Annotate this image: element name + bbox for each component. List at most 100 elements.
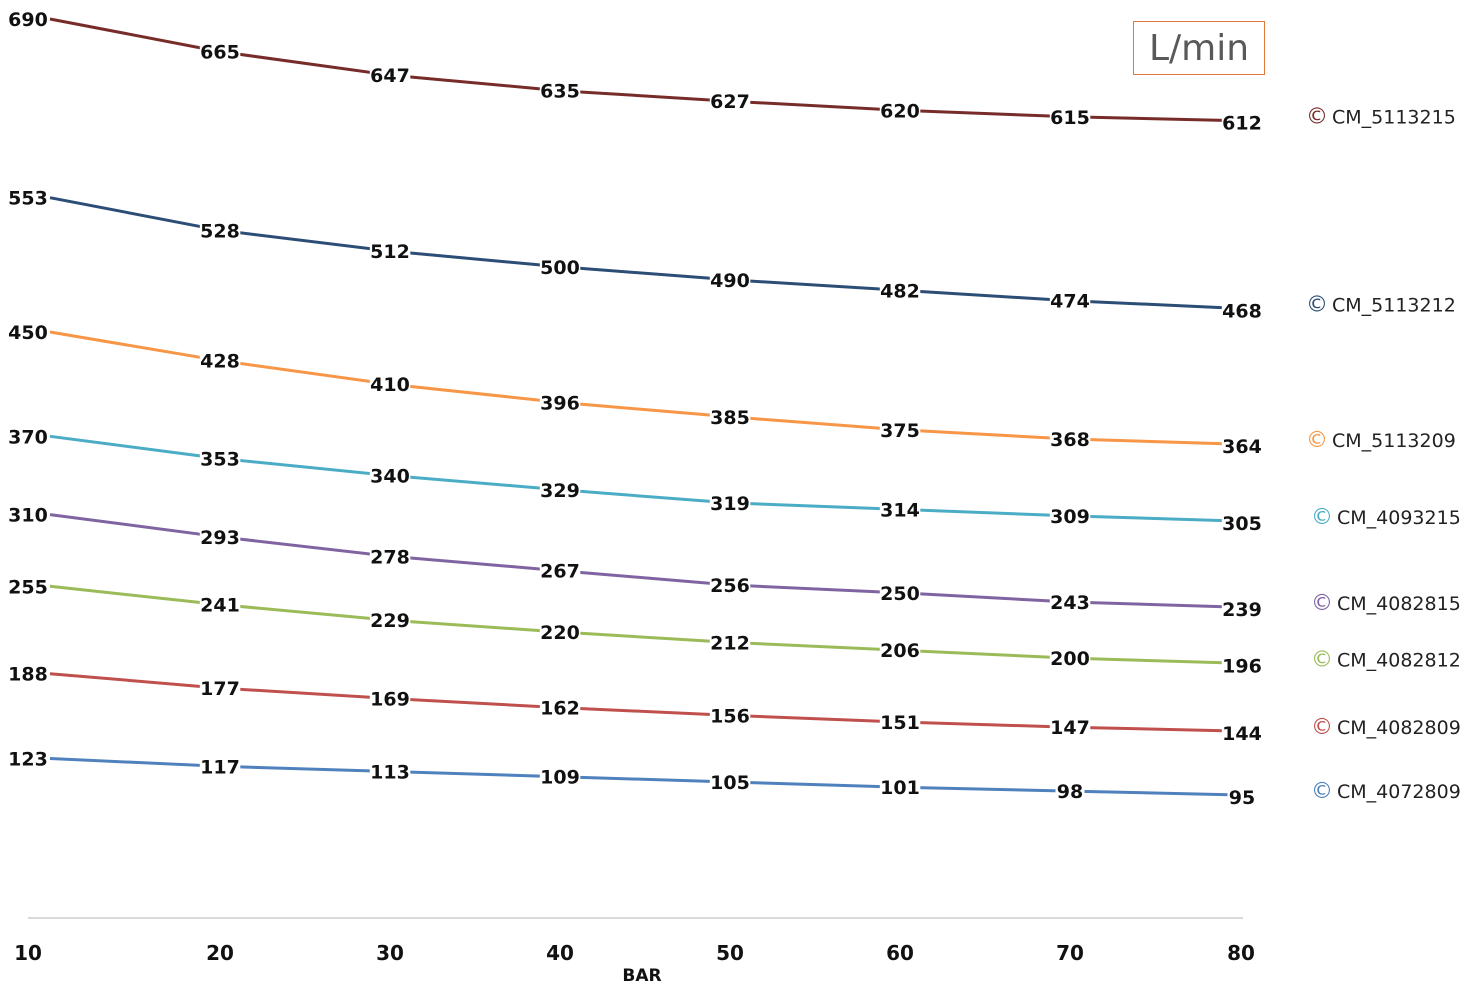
series-CM_4082809: 188 177 169 162 156 151 147 144: [7, 663, 1263, 746]
series-CM_5113212: 553 528 512 500 490 482 474 468: [7, 187, 1263, 323]
data-label-bg: [369, 610, 411, 633]
x-tick-labels: 10 20 30 40 50 60 70 80: [14, 941, 1255, 965]
series-layer: 690 665 647 635 627 620 615 612 553 528 512 500 490 4…: [7, 9, 1263, 809]
data-label-bg: [7, 504, 49, 527]
data-label: 144: [1222, 723, 1262, 745]
data-label: 615: [1050, 107, 1090, 129]
data-label-bg: [709, 269, 751, 292]
data-label: 314: [880, 499, 920, 521]
legend-label: CM_5113215: [1332, 107, 1456, 129]
data-label: 239: [1222, 599, 1262, 621]
data-label-bg: [539, 560, 581, 583]
data-label-bg: [879, 280, 921, 303]
data-label-bg: [1221, 655, 1263, 678]
series-line: [49, 513, 1241, 609]
data-label: 340: [370, 466, 410, 488]
x-tick-label: 10: [14, 941, 42, 965]
data-label: 319: [710, 493, 750, 515]
data-label: 468: [1222, 301, 1262, 323]
data-label-bg: [1221, 599, 1263, 622]
x-tick-label: 20: [206, 941, 234, 965]
data-label-bg: [879, 712, 921, 734]
data-label: 329: [540, 480, 580, 502]
data-label-bg: [709, 772, 751, 794]
data-label-bg: [1049, 429, 1091, 451]
series-CM_4082812: 255 241 229 220 212 206 200 196: [7, 576, 1263, 678]
data-label: 396: [540, 392, 580, 414]
data-label-bg: [1221, 436, 1263, 459]
x-tick-label: 40: [546, 941, 574, 965]
data-label: 490: [710, 270, 750, 292]
data-label-bg: [539, 479, 581, 502]
data-label-bg: [199, 41, 241, 64]
legend-label: CM_4093215: [1337, 507, 1461, 529]
data-label: 368: [1050, 429, 1090, 451]
legend-label: CM_4082812: [1337, 649, 1461, 671]
legend-entry: © CM_5113215: [1306, 105, 1456, 130]
series-line: [49, 330, 1241, 446]
legend-entry: © CM_5113209: [1306, 428, 1456, 453]
data-label: 123: [8, 749, 48, 771]
series-CM_5113215: 690 665 647 635 627 620 615 612: [7, 9, 1263, 135]
data-label-bg: [539, 697, 581, 720]
data-label: 220: [540, 622, 580, 644]
series-line: [49, 757, 1241, 797]
data-label: 310: [8, 505, 48, 527]
legend-entry: © CM_4093215: [1311, 505, 1461, 530]
data-label: 101: [880, 777, 920, 799]
legend-label: CM_5113212: [1332, 295, 1456, 317]
data-label: 109: [540, 767, 580, 789]
data-label: 370: [8, 426, 48, 448]
data-label: 612: [1222, 113, 1262, 135]
data-label-bg: [7, 748, 49, 771]
data-label-bg: [539, 80, 581, 103]
data-label-bg: [709, 406, 751, 429]
x-tick-label: 60: [886, 941, 914, 965]
legend-entry: © CM_4072809: [1311, 779, 1461, 804]
data-label-bg: [199, 448, 241, 471]
data-label-bg: [539, 766, 581, 789]
data-label: 500: [540, 257, 580, 279]
data-label-bg: [879, 499, 921, 522]
x-tick-label: 50: [716, 941, 744, 965]
data-label-bg: [7, 322, 49, 344]
legend-label: CM_4082809: [1337, 717, 1461, 739]
data-label-bg: [1049, 290, 1091, 313]
data-label: 95: [1229, 787, 1255, 809]
data-label-bg: [1049, 505, 1091, 528]
x-tick-label: 70: [1056, 941, 1084, 965]
unit-label: L/min: [1133, 21, 1265, 75]
legend: © CM_5113215 © CM_5113212 © CM_5113209 © CM_409…: [1306, 105, 1461, 804]
data-label: 309: [1050, 506, 1090, 528]
legend-label: CM_4082815: [1337, 593, 1461, 615]
data-label: 105: [710, 772, 750, 794]
legend-entry: © CM_4082809: [1311, 715, 1461, 740]
series-line: [49, 584, 1241, 665]
legend-symbol: ©: [1311, 591, 1333, 616]
data-label-bg: [1055, 781, 1085, 804]
data-label-bg: [879, 582, 921, 605]
data-label-bg: [879, 419, 921, 442]
data-label-bg: [7, 426, 49, 449]
data-label-bg: [369, 546, 411, 569]
series-line: [49, 17, 1241, 123]
data-label-bg: [7, 9, 49, 31]
data-label: 627: [710, 91, 750, 113]
data-label: 156: [710, 705, 750, 727]
data-label: 267: [540, 561, 580, 583]
data-label-bg: [199, 756, 241, 779]
data-label: 98: [1057, 781, 1083, 803]
legend-label: CM_5113209: [1332, 430, 1456, 452]
data-label-bg: [7, 576, 49, 599]
data-label-bg: [1049, 592, 1091, 614]
data-label-bg: [539, 256, 581, 279]
series-CM_5113209: 450 428 410 396 385 375 368 364: [7, 322, 1263, 459]
data-label-bg: [369, 761, 411, 784]
legend-entry: © CM_4082812: [1311, 647, 1461, 672]
data-label: 293: [200, 527, 240, 549]
data-label: 620: [880, 100, 920, 122]
data-label: 474: [1050, 291, 1090, 313]
data-label-bg: [709, 705, 751, 728]
data-label-bg: [539, 622, 581, 644]
